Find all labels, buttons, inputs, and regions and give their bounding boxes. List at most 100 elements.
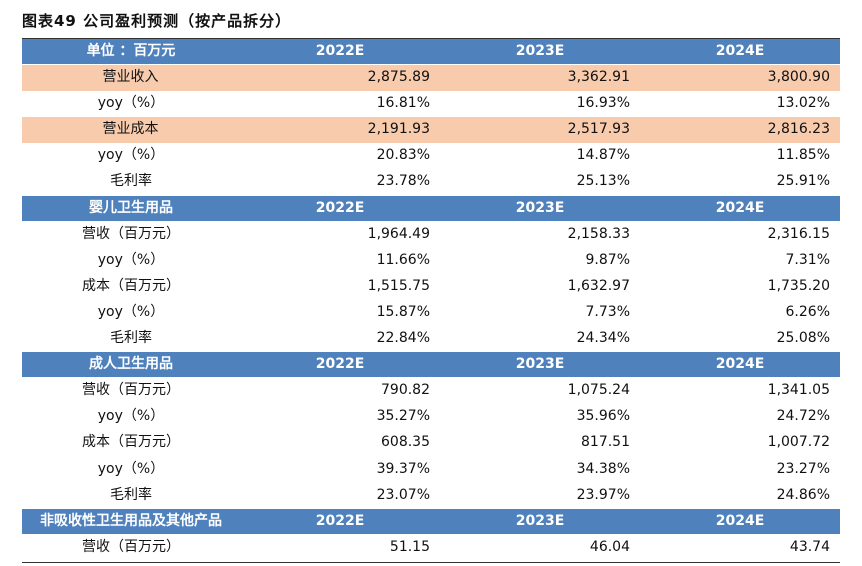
row-label: 毛利率	[110, 486, 152, 503]
table-cell: 23.07%	[376, 486, 430, 503]
table-cell: 25.91%	[776, 173, 830, 190]
year-column-header: 2022E	[315, 512, 365, 529]
table-row: 成本（百万元） 608.35 817.51 1,007.72	[22, 430, 840, 456]
table-header-row: 单位 ：百万元 2022E 2023E 2024E	[22, 39, 840, 66]
table-row: 成本（百万元） 1,515.75 1,632.97 1,735.20	[22, 274, 840, 300]
table-cell: 1,341.05	[767, 382, 830, 399]
row-label: 成本（百万元）	[82, 434, 180, 451]
section-header-label: 婴儿卫生用品	[89, 199, 173, 216]
table-row: 毛利率 23.07% 23.97% 24.86%	[22, 483, 840, 509]
row-label: yoy（%）	[97, 147, 165, 164]
table-cell: 25.08%	[776, 330, 830, 347]
row-label: 营收（百万元）	[82, 538, 180, 555]
table-cell: 2,316.15	[767, 225, 830, 242]
table-row: 营收（百万元） 1,964.49 2,158.33 2,316.15	[22, 222, 840, 248]
table-cell: 6.26%	[785, 303, 830, 320]
row-label: 毛利率	[110, 173, 152, 190]
table-cell: 7.73%	[585, 303, 630, 320]
year-column-header: 2023E	[515, 43, 565, 59]
table-cell: 608.35	[381, 434, 430, 451]
row-label: 营业成本	[102, 121, 159, 138]
table-cell: 14.87%	[576, 147, 630, 164]
table-cell: 51.15	[389, 538, 430, 555]
table-cell: 1,515.75	[367, 277, 430, 294]
table-cell: 16.93%	[576, 95, 630, 112]
table-cell: 11.85%	[776, 147, 830, 164]
row-label: 营收（百万元）	[82, 382, 180, 399]
table-cell: 20.83%	[376, 147, 430, 164]
table-cell: 24.72%	[776, 408, 830, 425]
table-cell: 1,632.97	[567, 277, 630, 294]
table-cell: 16.81%	[376, 95, 430, 112]
table-cell: 23.27%	[776, 460, 830, 477]
table-cell: 25.13%	[576, 173, 630, 190]
year-column-header: 2022E	[315, 199, 365, 216]
table-cell: 35.96%	[576, 408, 630, 425]
row-label: yoy（%）	[97, 251, 165, 268]
page-title: 图表49 公司盈利预测（按产品拆分）	[22, 12, 292, 30]
table-header-row: 非吸收性卫生用品及其他产品 2022E 2023E 2024E	[22, 508, 840, 535]
table-bottom-rule	[22, 561, 840, 563]
table-cell: 15.87%	[376, 303, 430, 320]
table-cell: 34.38%	[576, 460, 630, 477]
table-cell: 35.27%	[376, 408, 430, 425]
table-cell: 46.04	[589, 538, 630, 555]
table-cell: 43.74	[789, 538, 830, 555]
year-column-header: 2022E	[315, 43, 365, 59]
table-cell: 9.87%	[585, 251, 630, 268]
table-cell: 24.86%	[776, 486, 830, 503]
table-cell: 817.51	[581, 434, 630, 451]
table-row: 营业收入 2,875.89 3,362.91 3,800.90	[22, 65, 840, 92]
table-row: yoy（%） 20.83% 14.87% 11.85%	[22, 143, 840, 169]
table-cell: 2,191.93	[367, 121, 430, 138]
table-row: yoy（%） 39.37% 34.38% 23.27%	[22, 457, 840, 483]
year-column-header: 2024E	[715, 512, 765, 529]
year-column-header: 2024E	[715, 356, 765, 373]
table-cell: 2,816.23	[767, 121, 830, 138]
row-label: 毛利率	[110, 330, 152, 347]
table-cell: 3,800.90	[767, 69, 830, 86]
table-row: yoy（%） 15.87% 7.73% 6.26%	[22, 300, 840, 326]
row-label: yoy（%）	[97, 460, 165, 477]
table-row: 毛利率 22.84% 24.34% 25.08%	[22, 326, 840, 352]
table-cell: 1,964.49	[367, 225, 430, 242]
year-column-header: 2022E	[315, 356, 365, 373]
table-cell: 3,362.91	[567, 69, 630, 86]
table-cell: 22.84%	[376, 330, 430, 347]
table-cell: 39.37%	[376, 460, 430, 477]
table-cell: 23.97%	[576, 486, 630, 503]
table-cell: 11.66%	[376, 251, 430, 268]
year-column-header: 2023E	[515, 512, 565, 529]
table-cell: 1,735.20	[767, 277, 830, 294]
section-header-label: 单位 ：百万元	[86, 43, 176, 59]
table-row: 营收（百万元） 51.15 46.04 43.74	[22, 535, 840, 561]
year-column-header: 2023E	[515, 356, 565, 373]
forecast-table: 单位 ：百万元 2022E 2023E 2024E 营业收入 2,875.89 3,362.…	[22, 38, 840, 563]
year-column-header: 2023E	[515, 199, 565, 216]
table-header-row: 成人卫生用品 2022E 2023E 2024E	[22, 352, 840, 379]
table-cell: 2,158.33	[567, 225, 630, 242]
table-cell: 2,875.89	[367, 69, 430, 86]
section-header-label: 成人卫生用品	[89, 356, 173, 373]
table-row: yoy（%） 35.27% 35.96% 24.72%	[22, 404, 840, 430]
table-cell: 23.78%	[376, 173, 430, 190]
row-label: 营收（百万元）	[82, 225, 180, 242]
table-cell: 1,007.72	[767, 434, 830, 451]
section-header-label: 非吸收性卫生用品及其他产品	[40, 512, 222, 529]
row-label: yoy（%）	[97, 408, 165, 425]
row-label: 成本（百万元）	[82, 277, 180, 294]
table-cell: 1,075.24	[567, 382, 630, 399]
table-row: 营业成本 2,191.93 2,517.93 2,816.23	[22, 117, 840, 144]
table-row: yoy（%） 11.66% 9.87% 7.31%	[22, 248, 840, 274]
table-body: 单位 ：百万元 2022E 2023E 2024E 营业收入 2,875.89 3,362.…	[22, 39, 840, 561]
table-cell: 24.34%	[576, 330, 630, 347]
table-row: 营收（百万元） 790.82 1,075.24 1,341.05	[22, 378, 840, 404]
table-row: 毛利率 23.78% 25.13% 25.91%	[22, 169, 840, 195]
table-cell: 7.31%	[785, 251, 830, 268]
row-label: yoy（%）	[97, 303, 165, 320]
table-cell: 2,517.93	[567, 121, 630, 138]
table-row: yoy（%） 16.81% 16.93% 13.02%	[22, 91, 840, 117]
row-label: 营业收入	[102, 69, 159, 86]
year-column-header: 2024E	[715, 199, 765, 216]
row-label: yoy（%）	[97, 95, 165, 112]
